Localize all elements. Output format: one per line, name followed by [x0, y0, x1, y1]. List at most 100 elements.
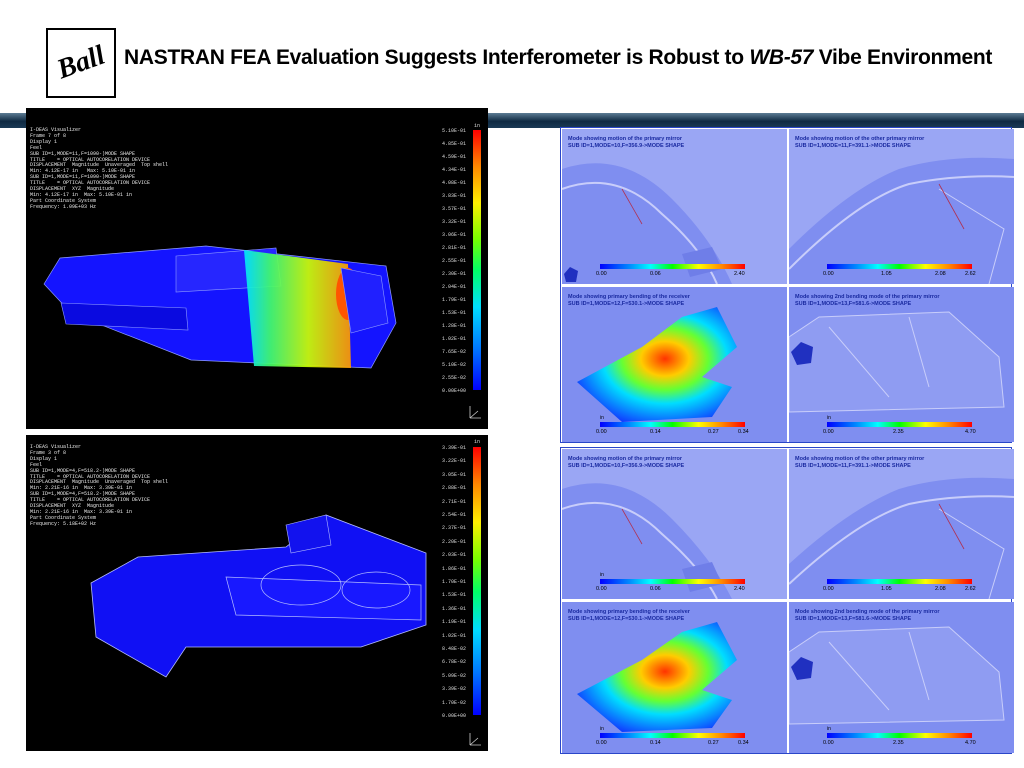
legend-label: 0.00: [596, 740, 607, 746]
panel-subcaption: SUB ID=1,MODE=13,F=581.6->MODE SHAPE: [795, 301, 912, 307]
panel-caption: Mode showing motion of the other primary…: [795, 456, 925, 462]
tick-label: 5.10E-01: [442, 128, 467, 134]
fea-visualizer-top: I-DEAS Visualizer Frame 7 of 8 Display 1…: [26, 108, 488, 429]
tick-label: 1.19E-01: [442, 619, 467, 626]
panel-subcaption: SUB ID=1,MODE=11,F=391.1->MODE SHAPE: [795, 143, 911, 149]
mode-panel-other-primary-mirror: Mode showing motion of the other primary…: [789, 449, 1014, 599]
tick-label: 3.05E-01: [442, 471, 467, 478]
panel-caption: Mode showing primary bending of the rece…: [568, 294, 690, 300]
legend-label: 0.34: [738, 740, 749, 746]
mode-shape-render: [562, 129, 787, 284]
legend-label: 0.06: [650, 271, 661, 277]
mode-shape-render: [577, 307, 737, 422]
tick-label: 2.04E-01: [442, 284, 467, 290]
legend-label: 0.00: [823, 429, 834, 435]
viz-info-text: I-DEAS Visualizer Frame 7 of 8 Display 1…: [30, 127, 169, 210]
legend-unit: in: [827, 415, 831, 421]
legend-unit: in: [827, 726, 831, 732]
mode-shape-render: [577, 622, 737, 732]
legend-label: 2.62: [965, 271, 976, 277]
tick-label: 1.02E-01: [442, 336, 467, 342]
fea-visualizer-bottom: I-DEAS Visualizer Frame 3 of 8 Display 1…: [26, 435, 488, 751]
page-title: NASTRAN FEA Evaluation Suggests Interfer…: [124, 46, 993, 69]
panel-caption: Mode showing 2nd bending mode of the pri…: [795, 609, 940, 615]
legend-unit: in: [600, 726, 604, 732]
panel-caption: Mode showing motion of the primary mirro…: [568, 136, 682, 142]
panel-caption: Mode showing primary bending of the rece…: [568, 609, 690, 615]
panel-subcaption: SUB ID=1,MODE=13,F=581.6->MODE SHAPE: [795, 616, 912, 622]
panel-subcaption: SUB ID=1,MODE=10,F=356.9->MODE SHAPE: [568, 463, 685, 469]
tick-label: 3.39E-01: [442, 445, 467, 451]
color-legend: [827, 422, 972, 427]
tick-label: 1.53E-01: [442, 592, 467, 599]
legend-label: 2.08: [935, 586, 946, 592]
tick-label: 1.70E-02: [442, 699, 467, 706]
mode-shape-render: [789, 311, 1005, 413]
tick-label: 5.09E-02: [442, 672, 467, 679]
legend-label: 0.27: [708, 740, 719, 746]
color-legend: [600, 264, 745, 269]
tick-label: 1.86E-01: [442, 565, 467, 572]
legend-label: 2.62: [965, 586, 976, 592]
panel-subcaption: SUB ID=1,MODE=12,F=530.1->MODE SHAPE: [568, 301, 685, 307]
tick-label: 2.20E-01: [442, 538, 467, 545]
tick-label: 4.08E-01: [442, 180, 467, 186]
mode-shape-panels-bottom: Mode showing motion of the primary mirro…: [560, 447, 1014, 754]
color-legend: [600, 579, 745, 584]
mode-panel-primary-mirror: Mode showing motion of the primary mirro…: [562, 449, 787, 599]
legend-label: 2.08: [935, 271, 946, 277]
colorbar-unit: in: [474, 439, 481, 445]
tick-label: 2.71E-01: [442, 498, 467, 505]
tick-label: 2.81E-01: [442, 245, 467, 251]
legend-label: 4.70: [965, 429, 976, 435]
panel-subcaption: SUB ID=1,MODE=12,F=530.1->MODE SHAPE: [568, 616, 685, 622]
fea-model-bottom: [90, 514, 427, 678]
mode-panel-receiver-bending: Mode showing primary bending of the rece…: [562, 602, 787, 753]
panel-subcaption: SUB ID=1,MODE=11,F=391.1->MODE SHAPE: [795, 463, 911, 469]
mode-shape-render: [789, 449, 1014, 599]
mode-shape-render: [789, 129, 1014, 284]
mode-panel-other-primary-mirror: Mode showing motion of the other primary…: [789, 129, 1014, 284]
legend-label: 0.00: [823, 740, 834, 746]
color-legend: [600, 422, 745, 427]
mode-shape-render: [562, 449, 787, 599]
legend-label: 2.35: [893, 740, 904, 746]
tick-label: 1.70E-01: [442, 579, 467, 585]
legend-label: 2.40: [734, 271, 745, 277]
mode-panel-receiver-bending: Mode showing primary bending of the rece…: [562, 287, 787, 442]
tick-label: 0.00E+00: [442, 388, 467, 394]
tick-label: 2.30E-01: [442, 271, 467, 277]
panel-subcaption: SUB ID=1,MODE=10,F=356.9->MODE SHAPE: [568, 143, 685, 149]
tick-label: 3.06E-01: [442, 232, 467, 238]
legend-label: 0.00: [823, 586, 834, 592]
panel-caption: Mode showing motion of the other primary…: [795, 136, 925, 142]
mode-shape-panels-top: Mode showing motion of the primary mirro…: [560, 127, 1014, 443]
tick-label: 3.22E-01: [442, 458, 467, 465]
panel-caption: Mode showing 2nd bending mode of the pri…: [795, 294, 940, 300]
legend-label: 0.27: [708, 429, 719, 435]
tick-label: 7.65E-02: [442, 349, 467, 355]
legend-unit: in: [600, 415, 604, 421]
legend-label: 0.14: [650, 740, 661, 746]
tick-label: 1.28E-01: [442, 323, 467, 329]
tick-label: 4.85E-01: [442, 141, 467, 147]
tick-label: 5.10E-02: [442, 362, 467, 368]
mode-panel-second-bending: Mode showing 2nd bending mode of the pri…: [789, 602, 1014, 753]
legend-label: 0.34: [738, 429, 749, 435]
tick-label: 6.78E-02: [442, 659, 467, 666]
legend-label: 4.70: [965, 740, 976, 746]
tick-label: 8.48E-02: [442, 646, 467, 652]
fea-model-top: [43, 245, 397, 369]
legend-label: 2.40: [734, 586, 745, 592]
tick-label: 2.55E-02: [442, 375, 467, 381]
tick-label: 2.54E-01: [442, 512, 467, 518]
tick-label: 4.34E-01: [442, 167, 467, 173]
axis-triad-icon: [469, 733, 481, 746]
tick-label: 2.55E-01: [442, 258, 467, 264]
tick-label: 2.88E-01: [442, 485, 467, 492]
panel-caption: Mode showing motion of the primary mirro…: [568, 456, 682, 462]
legend-label: 0.06: [650, 586, 661, 592]
color-legend: [827, 264, 972, 269]
legend-label: 1.05: [881, 271, 892, 277]
tick-label: 3.83E-01: [442, 193, 467, 199]
